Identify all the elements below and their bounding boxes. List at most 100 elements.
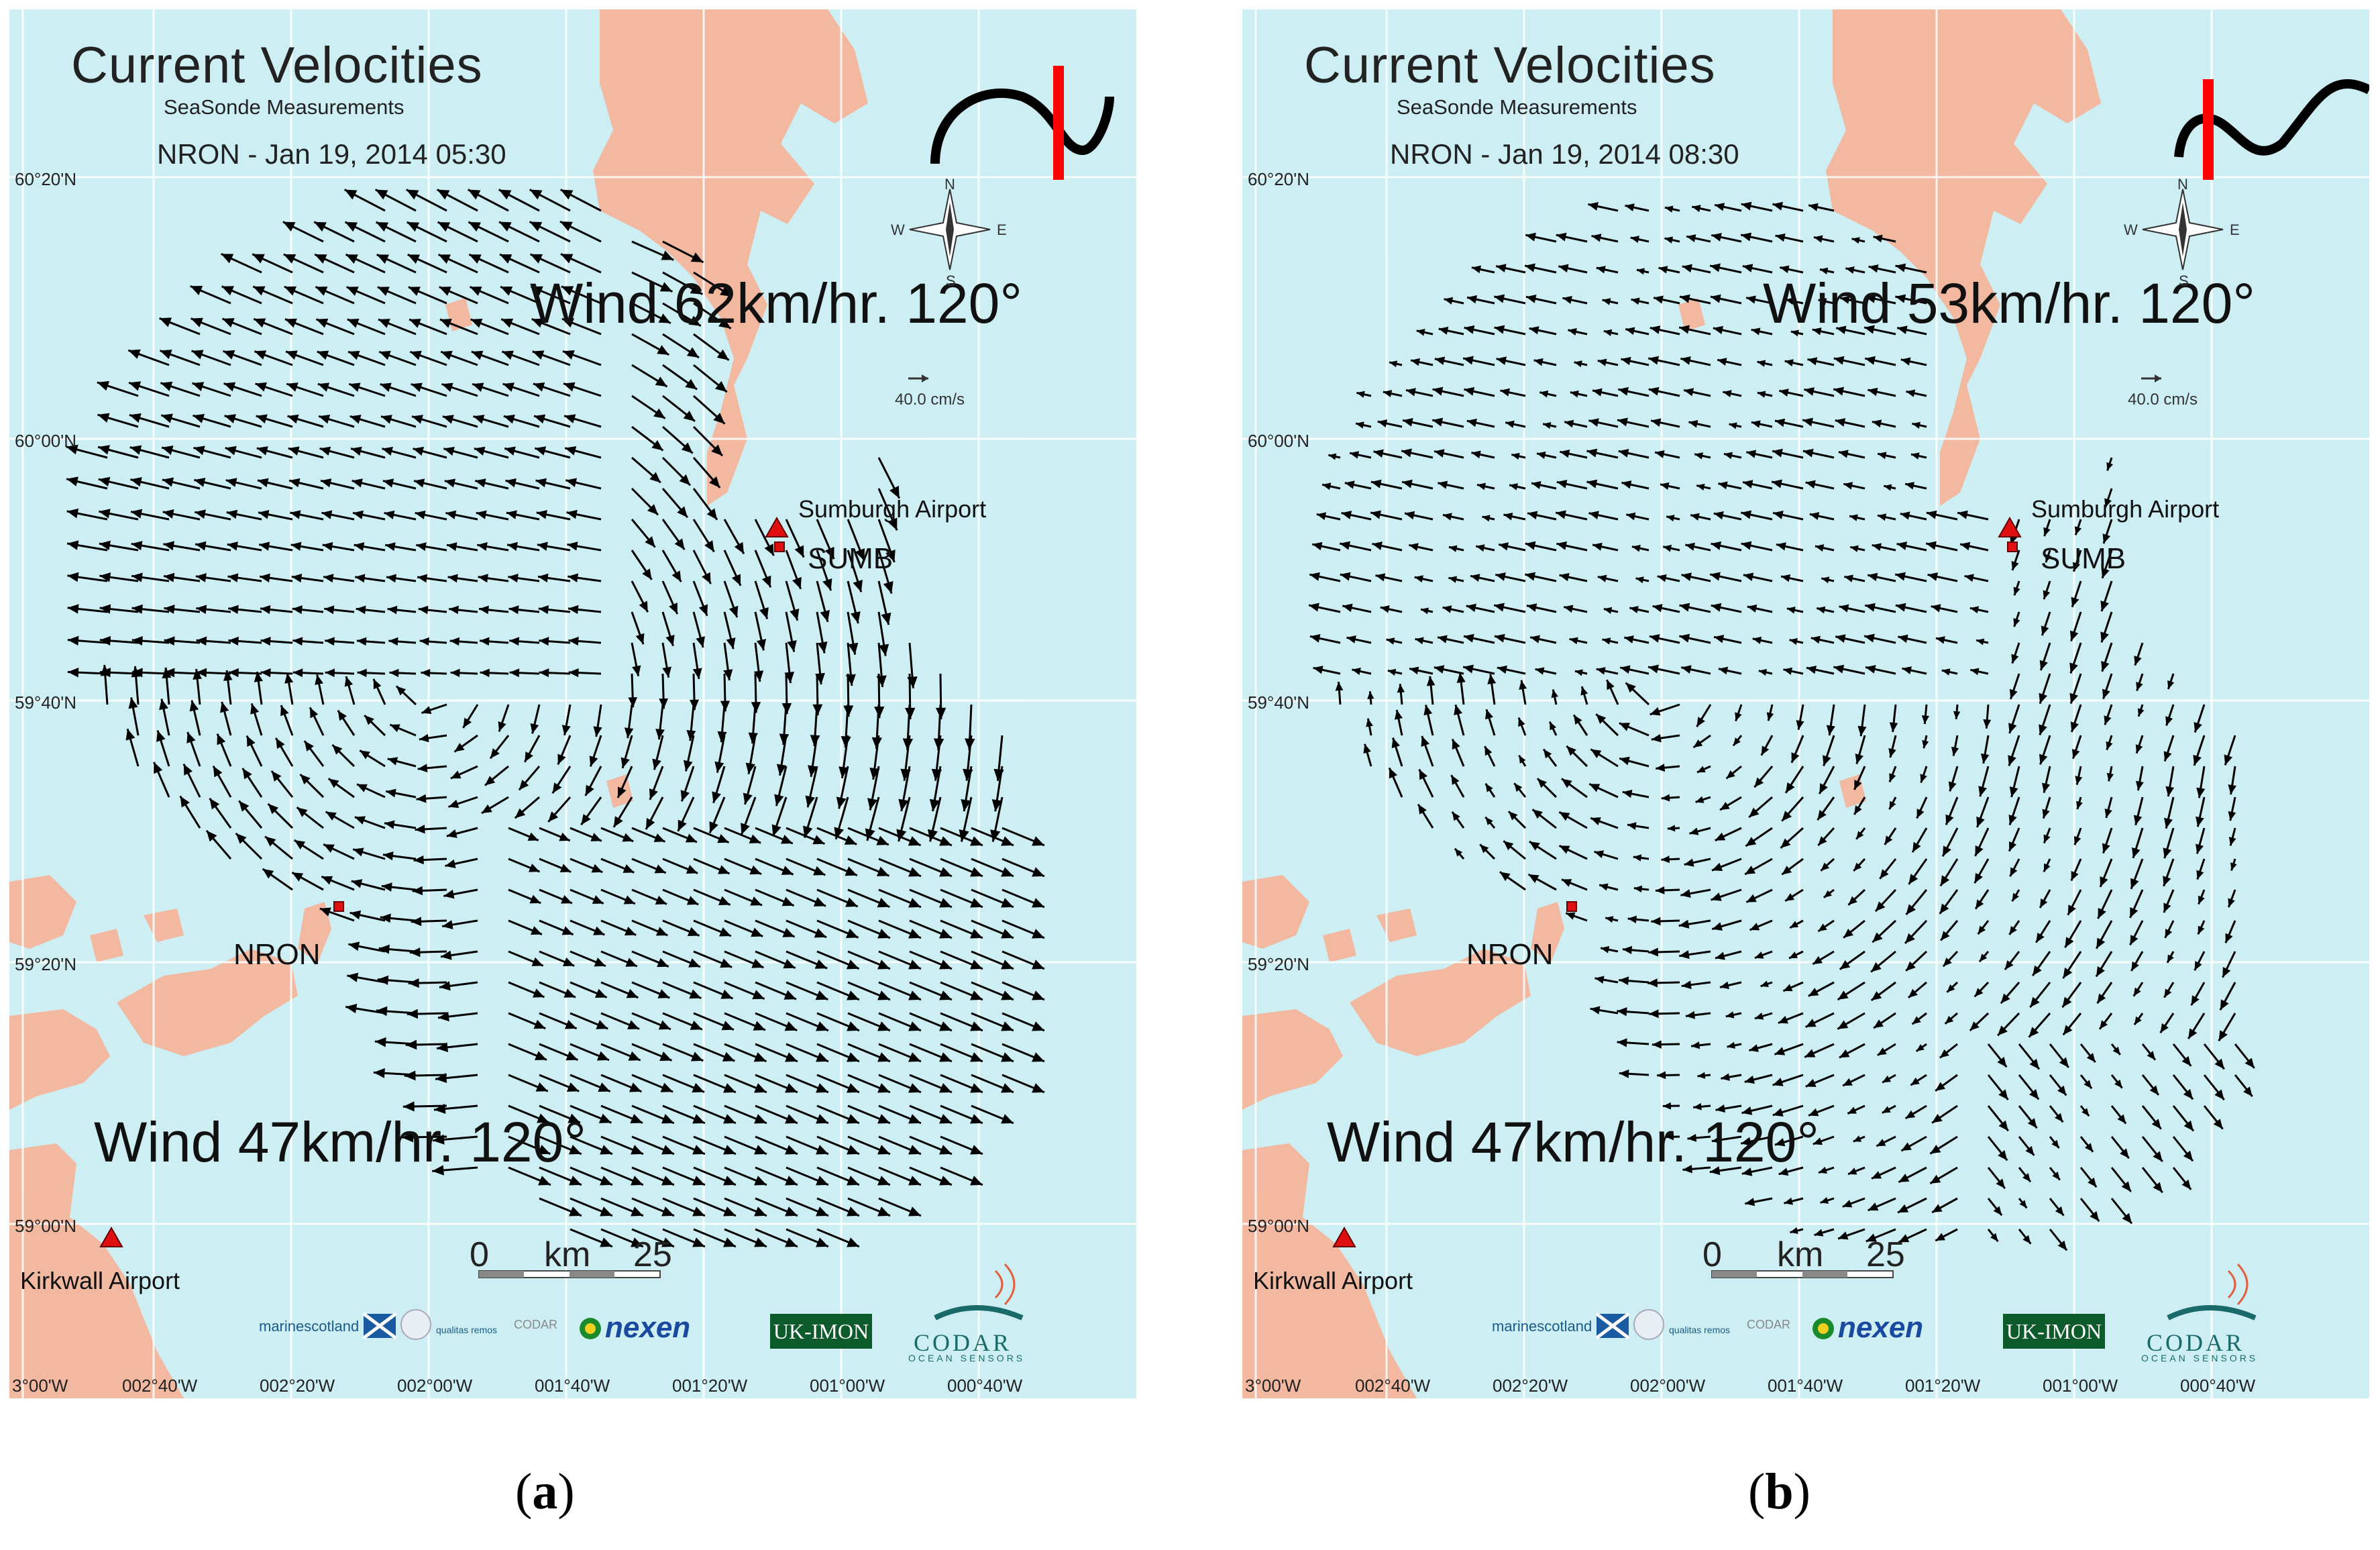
current-vector-head: [661, 1176, 674, 1186]
current-vector-head: [322, 541, 333, 552]
current-vector-head: [1782, 811, 1792, 821]
current-vector-head: [1386, 637, 1395, 645]
current-vector-head: [1776, 542, 1786, 551]
current-vector-head: [2101, 661, 2110, 672]
current-vector-head: [2218, 1030, 2228, 1041]
current-vector-head: [438, 1011, 449, 1022]
map-panel-b: Current Velocities SeaSonde Measurements…: [1242, 9, 2369, 1398]
current-vector-head: [817, 641, 828, 654]
current-vector-head: [908, 867, 921, 877]
current-vector-head: [534, 414, 546, 424]
current-vector-head: [376, 221, 389, 232]
current-vector-head: [1432, 417, 1444, 427]
current-vector-head: [1810, 635, 1821, 644]
current-vector-head: [2149, 1085, 2159, 1095]
current-vector-head: [2102, 843, 2110, 854]
current-vector-head: [2130, 935, 2139, 945]
reference-vector-a: [908, 374, 928, 382]
land-b: [1242, 9, 2101, 1398]
current-vector-head: [1586, 448, 1598, 458]
current-vector-head: [1725, 1011, 1735, 1019]
current-vector-head: [896, 829, 907, 842]
current-vector-head: [381, 882, 392, 892]
current-vector-head: [2198, 925, 2205, 935]
current-vector-head: [1001, 960, 1014, 970]
current-vector-head: [1693, 1102, 1702, 1110]
map-timestamp: NRON - Jan 19, 2014 08:30: [1390, 138, 1739, 170]
current-vector-head: [357, 668, 367, 678]
current-vector-head: [1679, 325, 1690, 334]
current-vector-head: [1969, 1021, 1980, 1031]
current-vector-head: [432, 1134, 445, 1145]
current-vector-head: [626, 988, 639, 998]
current-vector-head: [255, 382, 267, 392]
current-vector-head: [260, 573, 270, 582]
current-vector-head: [284, 318, 297, 328]
current-vector-head: [442, 920, 453, 929]
current-vector-head: [421, 668, 431, 678]
current-vector-head: [221, 254, 234, 264]
codar-logo-sub: OCEAN SENSORS: [908, 1353, 1026, 1363]
current-vector-head: [2063, 968, 2073, 979]
current-vector-head: [415, 510, 426, 519]
current-vector-head: [2243, 1086, 2253, 1097]
current-vector-head: [561, 318, 574, 328]
sumburgh-airport-marker: [1998, 516, 2022, 537]
current-vector-head: [623, 895, 635, 905]
current-vector-head: [2135, 744, 2143, 754]
current-vector-head: [2022, 1235, 2031, 1244]
lat-label: 60°20'N: [1248, 169, 1309, 189]
current-vector-head: [193, 446, 205, 456]
current-vector-head: [1785, 893, 1795, 901]
current-vector-head: [2065, 937, 2074, 948]
current-vector-head: [2075, 776, 2083, 785]
current-vector-head: [561, 926, 574, 935]
current-vector-head: [344, 676, 354, 687]
current-vector-head: [939, 867, 952, 877]
current-vector-head: [530, 723, 539, 734]
current-vector-head: [1943, 845, 1951, 857]
current-vector-head: [2086, 1053, 2096, 1063]
current-vector-head: [1485, 817, 1493, 825]
current-vector-head: [183, 764, 193, 776]
current-vector-head: [1983, 719, 1992, 729]
current-vector-head: [292, 872, 304, 882]
current-vector-head: [2122, 1212, 2132, 1224]
current-vector-head: [855, 548, 865, 561]
current-vector-head: [223, 350, 235, 360]
current-vector-head: [1889, 800, 1896, 810]
lat-label: 59°40'N: [15, 692, 76, 713]
current-vector-head: [566, 509, 578, 519]
current-vector-head: [622, 833, 634, 842]
current-vector-head: [745, 762, 755, 774]
current-vector-head: [1633, 885, 1643, 893]
current-vector-head: [567, 1113, 580, 1123]
current-vector-head: [816, 1176, 828, 1186]
current-vector-head: [1905, 482, 1914, 490]
current-vector-head: [1356, 421, 1364, 429]
current-vector-head: [432, 1165, 444, 1176]
current-vector-head: [1976, 899, 1984, 909]
current-vector-head: [847, 1114, 859, 1124]
current-vector-head: [436, 1042, 449, 1053]
current-vector-head: [379, 350, 391, 360]
current-vector-head: [2214, 1058, 2224, 1070]
current-vector-head: [1421, 735, 1430, 747]
current-vector-head: [970, 867, 983, 877]
current-vector-head: [2069, 630, 2079, 641]
current-vector-head: [1403, 418, 1413, 427]
current-vector-head: [661, 250, 674, 260]
current-vector-head: [1535, 667, 1545, 675]
current-vector-head: [228, 668, 239, 678]
lat-label: 60°00'N: [15, 431, 76, 451]
current-vector-head: [1564, 605, 1574, 613]
current-vector-head: [1849, 514, 1858, 521]
current-vector-head: [1463, 356, 1474, 365]
current-vector-head: [1902, 666, 1912, 674]
current-vector-head: [1864, 325, 1875, 334]
current-vector-head: [1309, 572, 1320, 581]
current-vector-head: [2136, 682, 2143, 691]
current-vector-head: [346, 287, 359, 296]
current-vector-head: [286, 350, 298, 360]
current-vector-head: [631, 1206, 643, 1217]
